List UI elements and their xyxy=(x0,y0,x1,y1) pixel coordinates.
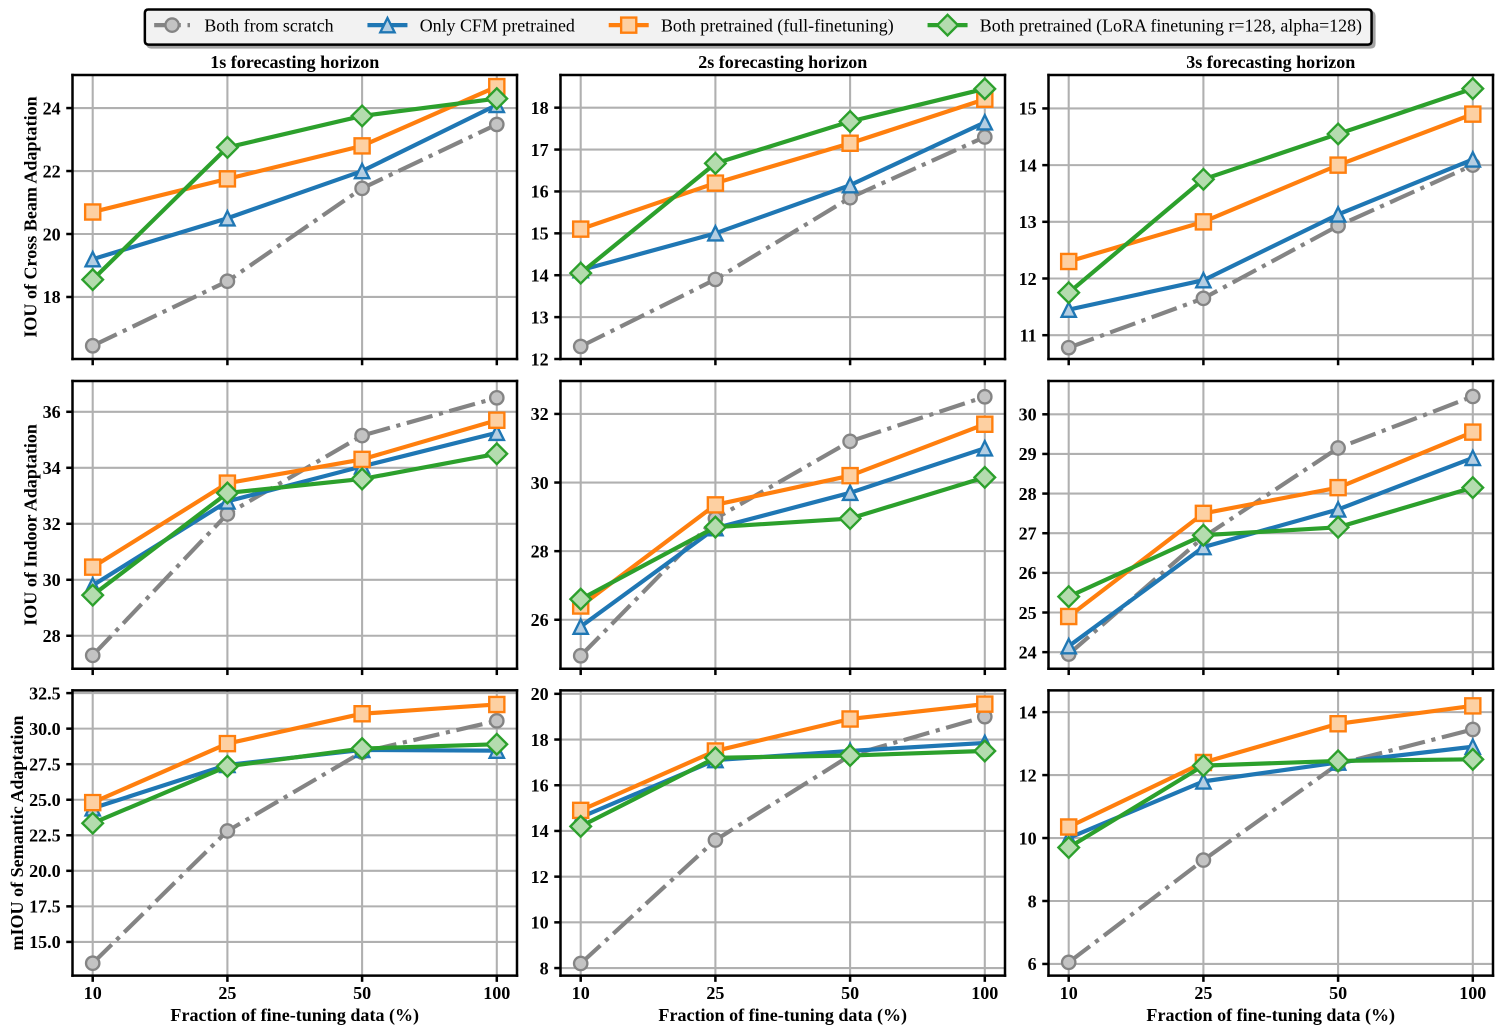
svg-text:20: 20 xyxy=(531,684,549,704)
svg-text:32.5: 32.5 xyxy=(29,683,61,703)
svg-text:12: 12 xyxy=(1019,765,1037,785)
svg-text:50: 50 xyxy=(841,983,859,1003)
svg-text:50: 50 xyxy=(1329,983,1347,1003)
svg-text:30: 30 xyxy=(43,570,61,590)
svg-text:15: 15 xyxy=(1019,99,1037,119)
svg-text:50: 50 xyxy=(353,983,371,1003)
svg-text:14: 14 xyxy=(531,821,549,841)
svg-text:8: 8 xyxy=(540,958,549,978)
svg-text:14: 14 xyxy=(1019,155,1037,175)
svg-text:30: 30 xyxy=(1019,405,1037,425)
svg-text:28: 28 xyxy=(1019,484,1037,504)
svg-text:Both from scratch: Both from scratch xyxy=(204,15,333,35)
svg-text:26: 26 xyxy=(531,610,549,630)
svg-text:15: 15 xyxy=(531,224,549,244)
svg-text:30.0: 30.0 xyxy=(29,719,61,739)
svg-text:28: 28 xyxy=(531,541,549,561)
svg-text:25: 25 xyxy=(218,983,236,1003)
svg-text:30: 30 xyxy=(531,473,549,493)
svg-text:17: 17 xyxy=(531,140,549,160)
svg-text:24: 24 xyxy=(43,98,61,118)
svg-text:12: 12 xyxy=(1019,269,1037,289)
svg-text:Fraction of fine-tuning data (: Fraction of fine-tuning data (%) xyxy=(170,1005,419,1026)
svg-text:100: 100 xyxy=(483,983,510,1003)
svg-text:25: 25 xyxy=(706,983,724,1003)
svg-text:10: 10 xyxy=(572,983,590,1003)
svg-text:34: 34 xyxy=(43,458,61,478)
svg-text:100: 100 xyxy=(1459,983,1486,1003)
svg-text:14: 14 xyxy=(531,265,549,285)
svg-text:32: 32 xyxy=(531,404,549,424)
svg-text:8: 8 xyxy=(1028,891,1037,911)
svg-text:Both pretrained (full-finetuni: Both pretrained (full-finetuning) xyxy=(661,15,894,36)
svg-text:12: 12 xyxy=(531,867,549,887)
svg-text:2s forecasting horizon: 2s forecasting horizon xyxy=(698,52,867,72)
svg-text:20: 20 xyxy=(43,224,61,244)
svg-text:16: 16 xyxy=(531,182,549,202)
svg-text:24: 24 xyxy=(1019,642,1037,662)
svg-text:IOU of Cross Beam Adaptation: IOU of Cross Beam Adaptation xyxy=(21,96,41,337)
svg-text:IOU of Indoor Adaptation: IOU of Indoor Adaptation xyxy=(21,424,41,626)
svg-text:Fraction of fine-tuning data (: Fraction of fine-tuning data (%) xyxy=(658,1005,907,1026)
svg-text:25.0: 25.0 xyxy=(29,790,61,810)
svg-text:15.0: 15.0 xyxy=(29,932,61,952)
svg-text:27: 27 xyxy=(1019,523,1037,543)
svg-text:3s forecasting horizon: 3s forecasting horizon xyxy=(1186,52,1355,72)
svg-text:mIOU of Semantic Adaptation: mIOU of Semantic Adaptation xyxy=(7,715,27,950)
svg-text:10: 10 xyxy=(531,913,549,933)
svg-text:11: 11 xyxy=(1020,325,1037,345)
svg-text:14: 14 xyxy=(1019,702,1037,722)
svg-text:26: 26 xyxy=(1019,563,1037,583)
svg-text:18: 18 xyxy=(531,98,549,118)
svg-text:6: 6 xyxy=(1028,954,1037,974)
svg-text:Fraction of fine-tuning data (: Fraction of fine-tuning data (%) xyxy=(1146,1005,1395,1026)
svg-text:18: 18 xyxy=(531,730,549,750)
svg-text:Only CFM pretrained: Only CFM pretrained xyxy=(420,15,575,35)
svg-text:25: 25 xyxy=(1019,603,1037,623)
svg-text:13: 13 xyxy=(531,307,549,327)
svg-text:17.5: 17.5 xyxy=(29,897,61,917)
svg-text:12: 12 xyxy=(531,349,549,369)
svg-text:29: 29 xyxy=(1019,444,1037,464)
svg-text:22: 22 xyxy=(43,161,61,181)
svg-text:32: 32 xyxy=(43,514,61,534)
svg-text:1s forecasting horizon: 1s forecasting horizon xyxy=(210,52,379,72)
svg-text:36: 36 xyxy=(43,402,61,422)
svg-text:27.5: 27.5 xyxy=(29,754,61,774)
svg-text:13: 13 xyxy=(1019,212,1037,232)
svg-text:10: 10 xyxy=(1060,983,1078,1003)
svg-text:22.5: 22.5 xyxy=(29,826,61,846)
svg-text:25: 25 xyxy=(1194,983,1212,1003)
svg-text:100: 100 xyxy=(971,983,998,1003)
svg-text:20.0: 20.0 xyxy=(29,861,61,881)
svg-text:18: 18 xyxy=(43,287,61,307)
svg-text:16: 16 xyxy=(531,776,549,796)
svg-text:28: 28 xyxy=(43,626,61,646)
svg-text:10: 10 xyxy=(84,983,102,1003)
svg-text:10: 10 xyxy=(1019,828,1037,848)
svg-text:Both pretrained (LoRA finetuni: Both pretrained (LoRA finetuning r=128, … xyxy=(980,15,1362,36)
